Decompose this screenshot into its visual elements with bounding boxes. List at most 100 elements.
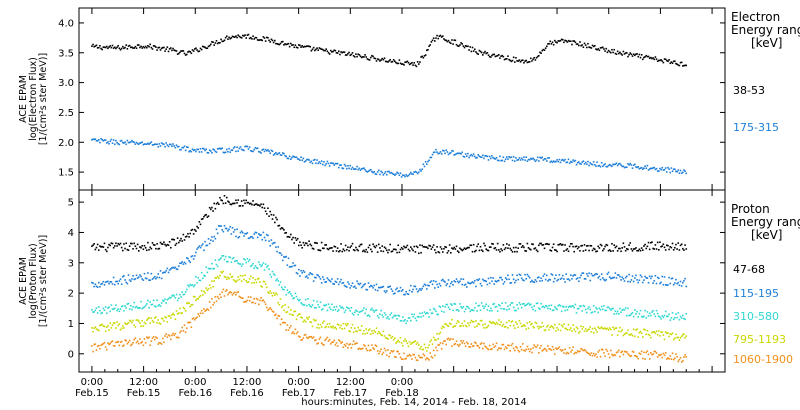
data-point [640,332,643,335]
data-point [646,311,649,313]
data-point [454,248,457,250]
data-point [247,33,250,36]
data-point [554,306,556,308]
data-point [93,243,96,245]
data-point [644,309,646,312]
data-point [543,347,546,350]
data-point [308,303,310,306]
data-point [427,247,429,250]
data-point [92,350,94,353]
data-point [321,308,324,310]
data-point [320,308,323,311]
data-point [603,304,605,307]
data-point [390,61,393,63]
data-point [201,45,204,48]
data-point [459,325,461,328]
data-point [584,44,587,46]
data-point [460,340,462,342]
data-point [293,310,296,313]
data-point [510,156,513,158]
data-point [278,315,281,317]
data-point [324,281,326,283]
data-point [530,323,532,326]
data-point [371,285,373,287]
data-point [488,344,491,347]
data-point [213,202,216,205]
data-point [426,350,428,352]
data-point [528,248,531,250]
data-point [222,255,225,257]
data-point [396,341,398,343]
data-point [96,345,99,348]
data-point [277,225,280,227]
data-point [213,280,216,282]
data-point [516,159,518,161]
data-point [244,34,246,36]
data-point [223,225,226,227]
data-point [662,169,665,171]
data-point [390,350,393,352]
data-point [606,244,609,247]
data-point [415,319,418,322]
data-point [469,154,472,157]
data-point [281,305,284,307]
data-point [410,284,412,287]
data-point [190,255,193,258]
data-point [512,306,515,309]
data-point [510,281,513,284]
data-point [484,305,486,308]
data-point [283,152,285,155]
data-point [203,308,205,310]
data-point [111,324,114,326]
data-point [360,310,363,313]
data-point [525,304,528,306]
data-point [398,353,401,355]
data-point [666,358,668,360]
data-point [221,271,224,274]
data-point [580,325,582,328]
data-point [435,339,437,341]
data-point [175,336,178,339]
data-point [339,327,341,329]
data-point [361,167,364,170]
data-point [540,302,542,305]
data-point [531,322,533,325]
data-point [268,268,270,270]
data-point [568,40,571,43]
data-point [507,55,509,57]
data-point [217,147,220,150]
data-point [116,245,118,247]
data-point [662,61,665,64]
data-point [414,251,417,253]
data-point [589,279,592,282]
data-point [637,336,640,338]
data-point [510,344,513,347]
data-point [556,159,558,161]
data-point [137,342,140,345]
data-point [602,308,604,311]
data-point [565,273,568,275]
data-point [398,315,401,317]
data-point [389,58,392,61]
data-point [270,276,273,278]
data-point [628,244,630,246]
data-point [336,162,339,165]
data-point [257,261,260,263]
data-point [430,156,433,159]
data-point [574,351,577,354]
data-point [685,335,688,337]
data-point [395,356,397,358]
data-point [565,161,568,164]
data-point [522,279,524,281]
data-point [621,54,624,56]
data-point [374,246,377,249]
data-point [610,309,612,311]
proton-legend-entry: 115-195 [733,287,779,300]
data-point [291,44,293,46]
data-point [515,321,517,323]
data-point [484,345,486,348]
data-point [419,356,421,359]
data-point [462,155,465,158]
data-point [502,283,505,285]
data-point [172,143,174,145]
